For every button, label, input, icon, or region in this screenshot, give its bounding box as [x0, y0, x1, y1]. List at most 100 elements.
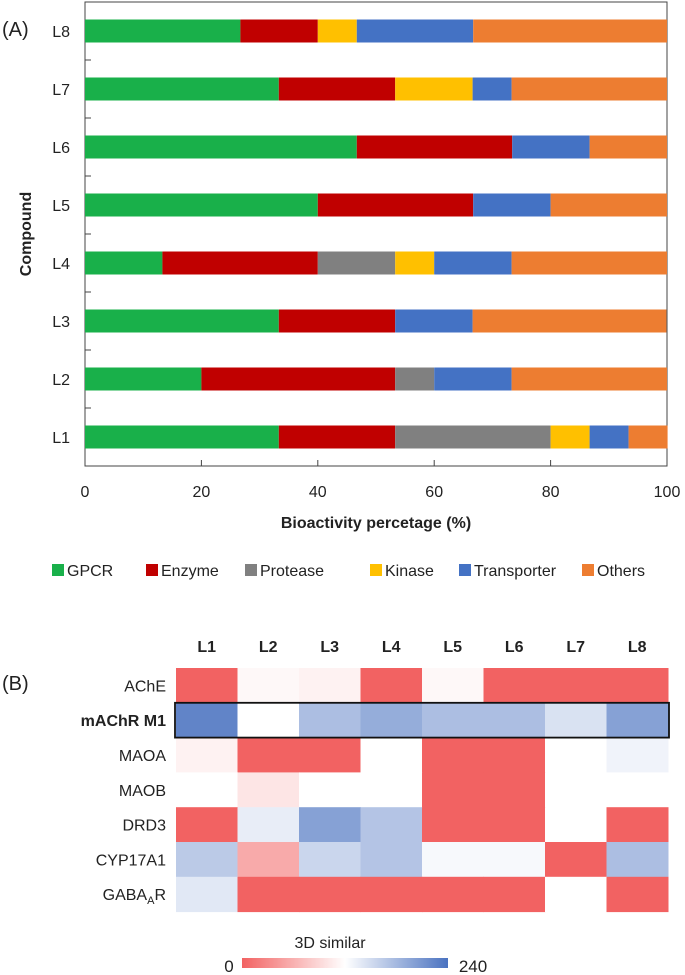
bar-segment-l7-transporter [472, 77, 512, 101]
bar-segment-l1-transporter [589, 425, 629, 449]
bar-segment-l1-gpcr [85, 425, 279, 449]
bar-segment-l8-transporter [356, 19, 474, 43]
legend-swatch-enzyme [146, 564, 158, 576]
heatmap-cell [606, 772, 669, 808]
column-label-l3: L3 [320, 639, 339, 656]
heatmap-cell [483, 772, 546, 808]
y-tick-label: L7 [52, 82, 70, 99]
heatmap-cell [606, 842, 669, 878]
heatmap-cell [422, 807, 484, 843]
legend-label-protease: Protease [260, 563, 324, 580]
panel-a-label: (A) [2, 19, 29, 41]
bar-segment-l8-kinase [317, 19, 357, 43]
heatmap-cell [545, 737, 607, 773]
y-tick-label: L8 [52, 24, 70, 41]
y-tick-label: L4 [52, 256, 70, 273]
panel-b-label: (B) [2, 673, 29, 695]
highlight-box [174, 701, 670, 739]
stacked-bar-chart: (A) L8 L7 L6 L5 L4 L3 L2 L1 0 20 40 60 80 100 Bioact… [2, 1, 680, 580]
heatmap-cell [237, 702, 300, 739]
heatmap-cell [299, 668, 361, 704]
bar-segment-l3-enzyme [278, 309, 396, 333]
heatmap-cell [483, 807, 546, 843]
heatmap-cell [176, 772, 238, 808]
heatmap-cell [606, 702, 669, 739]
row-label: DRD3 [122, 818, 166, 835]
heatmap-cell [360, 702, 423, 739]
heatmap-cell [299, 842, 361, 878]
heatmap-cell [237, 668, 300, 704]
colorbar-title: 3D similar [294, 935, 366, 952]
heatmap-cell [483, 842, 546, 878]
x-tick-label: 60 [425, 484, 443, 501]
heatmap-cell [483, 668, 546, 704]
legend-swatch-transporter [459, 564, 471, 576]
plot-frame [84, 1, 668, 467]
column-label-l2: L2 [259, 639, 278, 656]
bar-segment-l7-enzyme [278, 77, 396, 101]
row-label: GABAAR [103, 887, 166, 907]
legend-label-gpcr: GPCR [67, 563, 113, 580]
bar-segment-l4-gpcr [85, 251, 163, 275]
heatmap-cell [176, 737, 238, 773]
heatmap-cell [360, 737, 423, 773]
bar-segment-l6-others [589, 135, 667, 159]
bar-segment-l8-others [473, 19, 667, 43]
bar-segment-l4-others [511, 251, 667, 275]
bar-segment-l3-transporter [395, 309, 473, 333]
bar-segment-l8-gpcr [85, 19, 241, 43]
heatmap-cell [360, 876, 423, 913]
heatmap-cell [176, 876, 238, 913]
heatmap-cell [360, 668, 423, 704]
x-tick-label: 20 [193, 484, 211, 501]
column-label-l8: L8 [628, 639, 647, 656]
legend-label-others: Others [597, 563, 645, 580]
heatmap-cell [545, 876, 607, 913]
bar-segment-l5-transporter [473, 193, 551, 217]
column-label-l4: L4 [382, 639, 401, 656]
bar-segment-l5-enzyme [317, 193, 474, 217]
heatmap-cell [606, 876, 669, 913]
heatmap-cell [545, 668, 607, 704]
heatmap-cell [483, 737, 546, 773]
row-label: AChE [124, 678, 166, 695]
heatmap-cell [606, 668, 669, 704]
bar-segment-l6-transporter [512, 135, 590, 159]
heatmap-cell [299, 807, 361, 843]
heatmap-cell [299, 737, 361, 773]
heatmap-cell [360, 772, 423, 808]
row-label: CYP17A1 [96, 852, 166, 869]
heatmap-cell [176, 842, 238, 878]
heatmap-cell [483, 702, 546, 739]
column-label-l5: L5 [443, 639, 462, 656]
bar-segment-l4-enzyme [162, 251, 318, 275]
y-tick-label: L2 [52, 372, 70, 389]
colorbar [242, 958, 448, 968]
bar-segment-l6-enzyme [356, 135, 513, 159]
heatmap-cell [237, 842, 300, 878]
heatmap-cell [483, 876, 546, 913]
row-label: MAOA [119, 748, 166, 765]
heatmap-cell [360, 807, 423, 843]
row-label: MAOB [119, 783, 166, 800]
legend-swatch-gpcr [52, 564, 64, 576]
x-tick-label: 40 [309, 484, 327, 501]
heatmap-cell [176, 702, 238, 739]
heatmap-cell [237, 737, 300, 773]
legend-swatch-kinase [370, 564, 382, 576]
heatmap-cell [545, 807, 607, 843]
heatmap-cell [237, 876, 300, 913]
y-tick-label: L5 [52, 198, 70, 215]
heatmap-cell [237, 772, 300, 808]
heatmap-cell [422, 876, 484, 913]
column-label-l6: L6 [505, 639, 524, 656]
colorbar-min-label: 0 [224, 957, 233, 975]
bar-segment-l5-gpcr [85, 193, 318, 217]
bar-segment-l2-protease [395, 367, 435, 391]
heatmap-cell [606, 737, 669, 773]
bar-segment-l2-transporter [434, 367, 512, 391]
bar-segment-l6-gpcr [85, 135, 357, 159]
bar-segment-l4-protease [317, 251, 396, 275]
heatmap-cell [545, 842, 607, 878]
